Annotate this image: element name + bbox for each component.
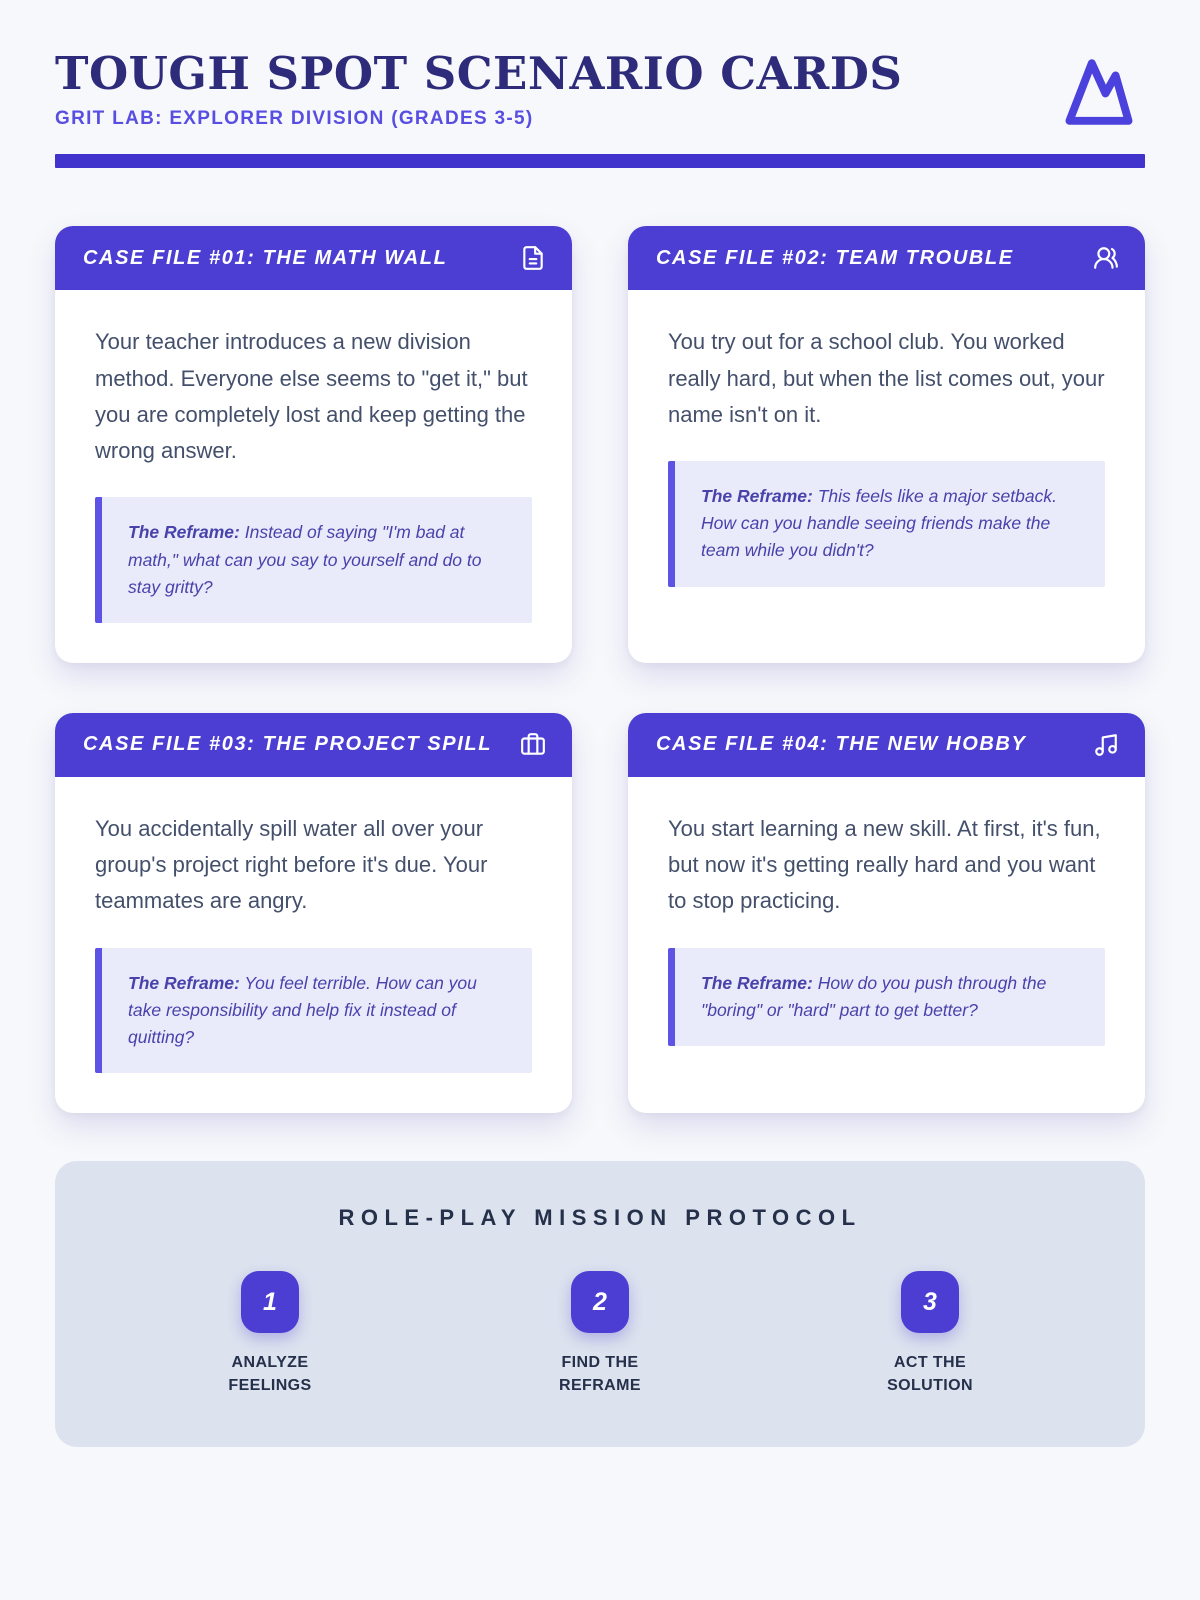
card-03-header: CASE FILE #03: THE PROJECT SPILL [55,712,572,777]
reframe-label: The Reframe: [128,522,240,543]
step-3-number: 3 [923,1287,937,1316]
card-02-reframe-text-wrap: The Reframe: This feels like a major set… [701,486,1057,560]
card-03-scenario-text: You accidentally spill water all over yo… [95,815,488,914]
card-02-reframe-text: This feels like a major setback. How can… [701,486,1057,561]
card-04-reframe-text-wrap: The Reframe: How do you push through the… [701,973,1046,1020]
protocol-step-2: 2 FIND THE REFRAME [435,1271,765,1397]
step-1-label: ANALYZE FEELINGS [228,1354,312,1395]
card-01-reframe-callout: The Reframe: Instead of saying "I'm bad … [95,497,532,623]
case-file-card-02: CASE FILE #02: TEAM TROUBLE You try out … [628,226,1145,663]
briefcase-icon [520,732,546,758]
reframe-label: The Reframe: [701,486,813,507]
step-2-number: 2 [593,1287,607,1316]
card-02-body: You try out for a school club. You worke… [628,290,1145,626]
step-3-number-badge: 3 [901,1271,959,1334]
card-04-title: CASE FILE #04: THE NEW HOBBY [656,733,1027,756]
header-divider [55,154,1145,169]
page-title: TOUGH SPOT SCENARIO CARDS [55,47,903,100]
protocol-title: ROLE-PLAY MISSION PROTOCOL [338,1205,862,1231]
step-1-number-badge: 1 [241,1271,299,1334]
music-note-icon [1093,732,1119,758]
users-icon [1093,245,1119,271]
card-03-title: CASE FILE #03: THE PROJECT SPILL [83,733,493,756]
case-file-card-04: CASE FILE #04: THE NEW HOBBY You start l… [628,712,1145,1114]
card-04-header: CASE FILE #04: THE NEW HOBBY [628,712,1145,777]
card-02-title: CASE FILE #02: TEAM TROUBLE [656,246,1014,269]
role-play-mission-protocol-panel: ROLE-PLAY MISSION PROTOCOL 1 ANALYZE FEE… [55,1161,1145,1448]
card-01-body: Your teacher introduces a new division m… [55,290,572,663]
case-file-card-03: CASE FILE #03: THE PROJECT SPILL You acc… [55,712,572,1114]
card-01-header: CASE FILE #01: THE MATH WALL [55,226,572,291]
step-3-label: ACT THE SOLUTION [887,1354,973,1395]
case-file-card-01: CASE FILE #01: THE MATH WALL Your teache… [55,226,572,663]
case-file-card-grid: CASE FILE #01: THE MATH WALL Your teache… [55,226,1145,1114]
card-03-body: You accidentally spill water all over yo… [55,777,572,1113]
protocol-steps: 1 ANALYZE FEELINGS 2 FIND THE REFRAME 3 … [105,1271,1095,1397]
card-01-reframe-text-wrap: The Reframe: Instead of saying "I'm bad … [128,522,482,596]
card-01-reframe-text: Instead of saying "I'm bad at math," wha… [128,522,482,597]
card-03-reframe-callout: The Reframe: You feel terrible. How can … [95,947,532,1074]
file-text-icon [520,245,546,271]
card-04-scenario-text: You start learning a new skill. At first… [668,815,1101,914]
step-2-number-badge: 2 [571,1271,629,1334]
protocol-step-3: 3 ACT THE SOLUTION [765,1271,1095,1397]
mountain-icon [1063,56,1135,128]
protocol-step-1: 1 ANALYZE FEELINGS [105,1271,435,1397]
step-2-label: FIND THE REFRAME [559,1354,641,1395]
reframe-label: The Reframe: [128,972,240,993]
card-02-header: CASE FILE #02: TEAM TROUBLE [628,226,1145,291]
reframe-label: The Reframe: [701,972,813,993]
card-01-title: CASE FILE #01: THE MATH WALL [83,246,448,269]
card-04-reframe-text: How do you push through the "boring" or … [701,972,1047,1020]
card-04-reframe-callout: The Reframe: How do you push through the… [668,947,1105,1046]
step-1-number: 1 [263,1287,277,1316]
card-04-body: You start learning a new skill. At first… [628,777,1145,1086]
header-text-block: TOUGH SPOT SCENARIO CARDS GRIT LAB: EXPL… [55,50,902,130]
card-01-scenario-text: Your teacher introduces a new division m… [95,329,528,464]
card-03-reframe-text-wrap: The Reframe: You feel terrible. How can … [128,973,477,1047]
page-subtitle: GRIT LAB: EXPLORER DIVISION (GRADES 3-5) [55,108,534,130]
card-02-scenario-text: You try out for a school club. You worke… [668,329,1105,427]
card-02-reframe-callout: The Reframe: This feels like a major set… [668,461,1105,587]
page-header: TOUGH SPOT SCENARIO CARDS GRIT LAB: EXPL… [55,50,1145,130]
card-03-reframe-text: You feel terrible. How can you take resp… [128,972,477,1047]
